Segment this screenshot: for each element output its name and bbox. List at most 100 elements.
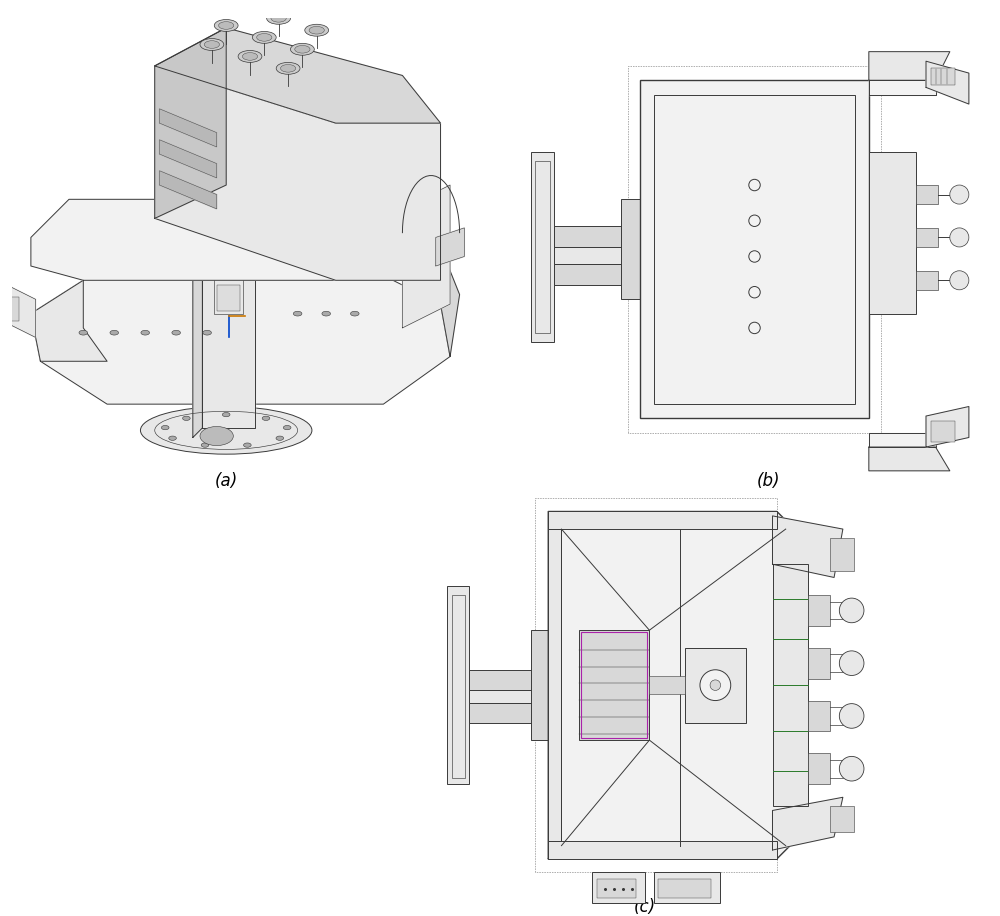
Polygon shape	[155, 66, 441, 280]
Ellipse shape	[200, 38, 224, 50]
Bar	[869, 152, 916, 313]
Circle shape	[950, 185, 969, 204]
Ellipse shape	[214, 19, 238, 31]
Polygon shape	[773, 797, 843, 850]
Polygon shape	[869, 51, 950, 81]
Bar	[592, 872, 645, 903]
Bar	[469, 690, 539, 703]
Polygon shape	[402, 185, 450, 328]
Bar	[548, 511, 777, 529]
Ellipse shape	[201, 443, 209, 447]
Ellipse shape	[110, 331, 119, 335]
Bar	[452, 595, 465, 778]
Ellipse shape	[271, 15, 286, 22]
Ellipse shape	[305, 25, 329, 37]
Circle shape	[710, 680, 721, 691]
Bar	[535, 161, 550, 333]
Polygon shape	[31, 280, 107, 361]
Ellipse shape	[276, 62, 300, 74]
Bar	[469, 670, 539, 690]
Bar	[217, 285, 240, 311]
Polygon shape	[926, 61, 969, 104]
Ellipse shape	[257, 34, 272, 41]
Text: (c): (c)	[634, 898, 656, 916]
Ellipse shape	[290, 43, 314, 55]
Ellipse shape	[262, 416, 270, 420]
Polygon shape	[926, 407, 969, 447]
Circle shape	[839, 757, 864, 781]
Polygon shape	[441, 247, 460, 356]
Circle shape	[700, 670, 731, 701]
Circle shape	[839, 703, 864, 728]
Bar	[548, 841, 777, 859]
Polygon shape	[773, 516, 843, 577]
Bar	[531, 630, 548, 740]
Bar	[579, 630, 649, 740]
Ellipse shape	[276, 436, 284, 441]
Ellipse shape	[140, 407, 312, 454]
Bar	[808, 648, 830, 679]
Ellipse shape	[252, 31, 276, 43]
Ellipse shape	[295, 46, 310, 53]
Polygon shape	[202, 266, 255, 428]
Bar	[561, 525, 786, 845]
Bar	[447, 586, 469, 784]
Ellipse shape	[79, 331, 88, 335]
Bar	[916, 271, 938, 289]
Ellipse shape	[172, 331, 180, 335]
Bar	[808, 701, 830, 731]
Ellipse shape	[161, 425, 169, 430]
Polygon shape	[155, 27, 226, 218]
Polygon shape	[31, 200, 441, 280]
Bar	[548, 529, 561, 841]
Ellipse shape	[322, 311, 330, 316]
Circle shape	[839, 598, 864, 623]
Ellipse shape	[169, 436, 176, 441]
Bar	[469, 703, 539, 723]
Bar	[214, 280, 243, 313]
Polygon shape	[869, 447, 950, 471]
Polygon shape	[31, 280, 450, 404]
Ellipse shape	[183, 416, 190, 420]
Ellipse shape	[280, 64, 296, 72]
Polygon shape	[159, 170, 217, 209]
Bar	[808, 595, 830, 626]
Bar	[931, 69, 955, 85]
Polygon shape	[869, 432, 936, 447]
Bar	[581, 632, 647, 738]
Polygon shape	[548, 511, 799, 859]
Polygon shape	[159, 109, 217, 147]
Bar	[654, 94, 855, 404]
Bar	[535, 498, 777, 872]
Ellipse shape	[293, 311, 302, 316]
Bar	[628, 66, 881, 432]
Bar	[640, 81, 869, 419]
Bar	[5, 297, 19, 321]
Circle shape	[839, 651, 864, 675]
Polygon shape	[155, 27, 441, 123]
Ellipse shape	[238, 50, 262, 62]
Bar	[554, 264, 640, 285]
Bar	[916, 228, 938, 247]
Polygon shape	[7, 285, 36, 337]
Text: (a): (a)	[215, 472, 238, 490]
Bar	[649, 676, 685, 694]
Polygon shape	[869, 81, 936, 94]
Bar	[830, 806, 854, 833]
Ellipse shape	[242, 52, 258, 60]
Ellipse shape	[203, 331, 211, 335]
Ellipse shape	[244, 443, 251, 447]
Polygon shape	[436, 228, 464, 266]
Bar	[773, 564, 808, 806]
Ellipse shape	[219, 22, 234, 29]
Bar	[654, 872, 720, 903]
Bar	[916, 185, 938, 204]
Circle shape	[950, 228, 969, 247]
Text: (b): (b)	[757, 472, 781, 490]
Ellipse shape	[204, 40, 220, 49]
Bar	[554, 225, 640, 247]
Ellipse shape	[222, 412, 230, 417]
Bar	[658, 878, 711, 899]
Bar	[597, 878, 636, 899]
Bar	[685, 648, 746, 723]
